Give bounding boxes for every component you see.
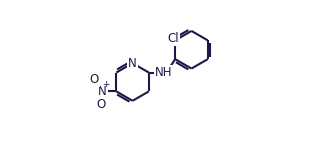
Text: N: N	[128, 57, 137, 70]
Text: +: +	[102, 80, 110, 89]
Text: O: O	[90, 73, 99, 86]
Text: NH: NH	[155, 66, 173, 79]
Text: ⁻: ⁻	[87, 75, 92, 85]
Text: N: N	[98, 85, 107, 98]
Text: Cl: Cl	[168, 32, 179, 45]
Text: O: O	[96, 98, 105, 111]
